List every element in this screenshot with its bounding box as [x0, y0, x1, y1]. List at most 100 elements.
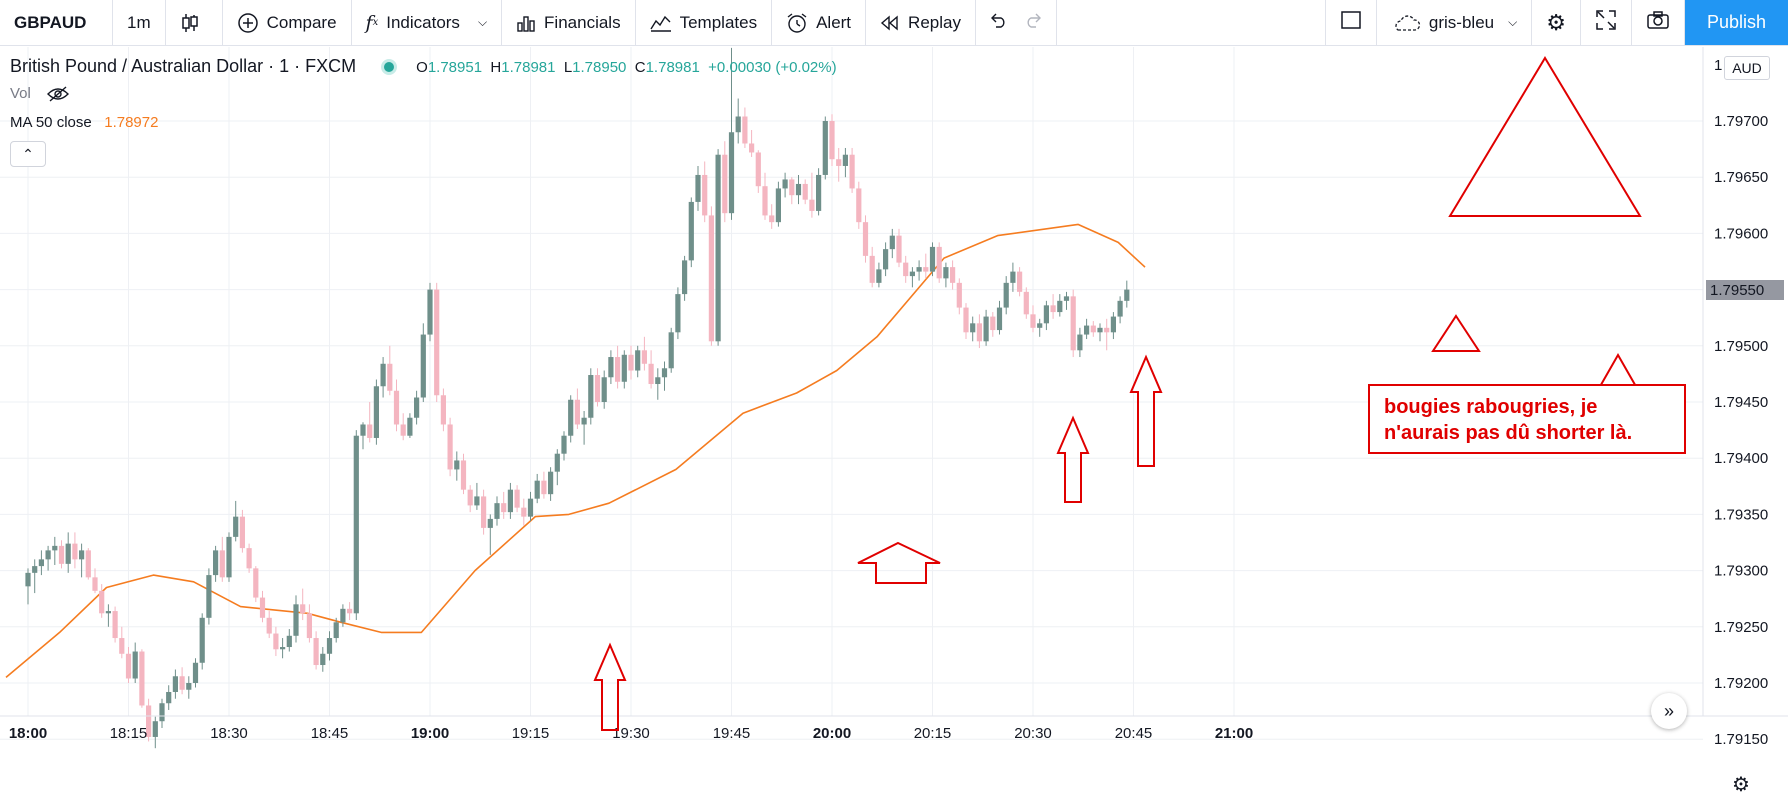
- candle: [1057, 294, 1063, 317]
- candle-body: [548, 471, 554, 495]
- price-chart[interactable]: 1.79700 1.79650 1.79600 1.79550 1.79500 1.794…: [0, 47, 1788, 798]
- chart-type-button[interactable]: [166, 0, 223, 45]
- candle-body: [139, 651, 145, 706]
- candle: [132, 642, 138, 683]
- candle: [1117, 296, 1123, 324]
- candle-body: [883, 249, 889, 270]
- scale-settings-icon[interactable]: ⚙: [1732, 774, 1750, 796]
- candle: [936, 242, 942, 283]
- candle: [367, 402, 373, 443]
- candle-body: [487, 518, 493, 528]
- y-tick-label: 1.79400: [1714, 450, 1768, 467]
- candle: [916, 260, 922, 281]
- candle-body: [192, 662, 199, 683]
- candle-body: [326, 638, 333, 654]
- candle-body: [561, 435, 567, 454]
- x-tick-label: 20:00: [813, 725, 851, 742]
- candle: [862, 215, 869, 263]
- candle-body: [393, 390, 400, 425]
- interval-button[interactable]: 1m: [113, 0, 166, 45]
- redo-icon[interactable]: [1024, 12, 1044, 33]
- candle: [219, 536, 225, 582]
- replay-button[interactable]: Replay: [866, 0, 976, 45]
- candle-body: [1097, 327, 1103, 333]
- symbol-search-button[interactable]: GBPAUD: [0, 0, 113, 45]
- chevron-up-icon: ⌃: [22, 145, 34, 162]
- candle-body: [668, 332, 674, 369]
- plus-circle-icon: [237, 12, 259, 34]
- candle: [775, 181, 781, 227]
- candle: [842, 147, 848, 178]
- candle-body: [762, 186, 768, 216]
- candle: [950, 260, 956, 290]
- candle: [1110, 312, 1116, 340]
- annotation-text-box[interactable]: bougies rabougries, je n'aurais pas dû s…: [1368, 384, 1686, 454]
- candle-body: [541, 480, 547, 495]
- candle-body: [467, 489, 473, 506]
- candle: [829, 114, 835, 166]
- candle-body: [474, 496, 480, 506]
- candle-body: [1010, 271, 1016, 283]
- candle-body: [769, 215, 775, 223]
- candle-body: [92, 577, 98, 591]
- candle-body: [1104, 327, 1110, 333]
- candle-body: [219, 550, 225, 578]
- candle-body: [481, 496, 487, 528]
- candle-body: [233, 516, 239, 537]
- legend-volume[interactable]: Vol: [10, 85, 70, 102]
- candle: [574, 388, 580, 429]
- legend-moving-average[interactable]: MA 50 close 1.78972: [10, 114, 158, 131]
- candle: [420, 323, 426, 402]
- candle: [695, 165, 701, 211]
- candle: [849, 147, 855, 193]
- candle-body: [367, 424, 373, 438]
- candle: [487, 514, 493, 555]
- currency-badge[interactable]: AUD: [1724, 56, 1770, 80]
- candle: [52, 536, 58, 565]
- interval-label: 1m: [127, 12, 151, 32]
- undo-icon[interactable]: [988, 12, 1008, 33]
- candle: [588, 368, 594, 425]
- scroll-to-realtime-button[interactable]: »: [1651, 693, 1687, 729]
- candle-body: [735, 116, 741, 133]
- square-icon: [1340, 9, 1362, 36]
- theme-select[interactable]: gris-bleu ⌵: [1377, 0, 1533, 45]
- candle: [407, 413, 413, 438]
- layout-button[interactable]: [1324, 0, 1377, 45]
- candle-body: [682, 260, 688, 295]
- settings-button[interactable]: ⚙: [1532, 0, 1581, 45]
- candle-body: [675, 294, 681, 333]
- ma-value: 1.78972: [104, 114, 159, 131]
- eye-off-icon[interactable]: [47, 85, 70, 102]
- candle-body: [722, 154, 728, 214]
- financials-button[interactable]: Financials: [502, 0, 636, 45]
- compare-button[interactable]: Compare: [223, 0, 352, 45]
- fullscreen-button[interactable]: [1581, 0, 1632, 45]
- chevron-down-icon[interactable]: ⌵: [477, 15, 488, 29]
- annotation-layer: [593, 56, 1642, 731]
- candle-body: [936, 246, 942, 279]
- candle: [1124, 280, 1130, 308]
- candle: [481, 489, 487, 535]
- candle: [581, 410, 587, 445]
- candle-body: [293, 604, 299, 636]
- compare-label: Compare: [266, 12, 337, 32]
- candle-body: [65, 543, 71, 564]
- collapse-legend-button[interactable]: ⌃: [10, 141, 46, 167]
- candle-body: [159, 703, 165, 722]
- candle: [333, 617, 339, 643]
- candle: [440, 388, 446, 432]
- publish-button[interactable]: Publish: [1684, 0, 1788, 45]
- alert-button[interactable]: Alert: [772, 0, 867, 45]
- candle-body: [199, 617, 205, 663]
- templates-button[interactable]: Templates: [636, 0, 773, 45]
- snapshot-button[interactable]: [1632, 0, 1685, 45]
- candle-body: [353, 435, 359, 614]
- candle-body: [842, 154, 848, 166]
- candle-body: [789, 179, 795, 196]
- candle-body: [802, 183, 808, 200]
- candle-body: [360, 424, 366, 436]
- candle: [802, 179, 808, 205]
- candle: [548, 467, 554, 501]
